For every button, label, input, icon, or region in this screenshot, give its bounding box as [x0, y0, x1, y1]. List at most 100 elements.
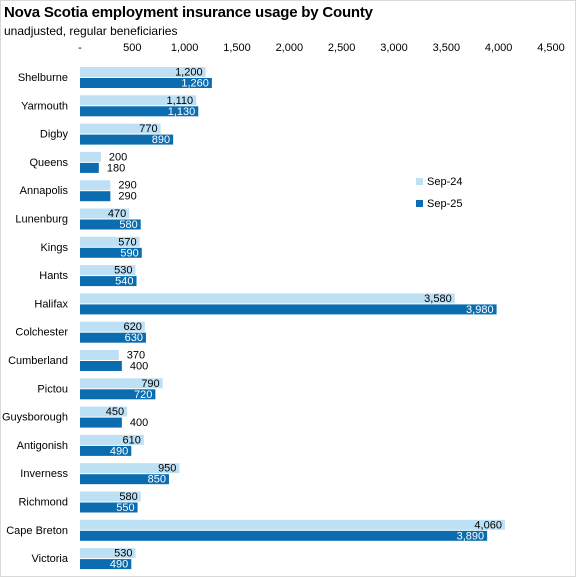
bar-sep-24: [80, 406, 128, 417]
data-label: 1,130: [168, 106, 196, 118]
bar-sep-25: [80, 247, 142, 258]
category-label: Pictou: [37, 383, 68, 395]
data-label: 470: [108, 208, 126, 220]
data-label: 3,890: [457, 530, 485, 542]
data-label: 530: [114, 548, 132, 560]
bars: [80, 67, 505, 570]
data-label: 720: [134, 389, 152, 401]
data-label: 850: [148, 474, 166, 486]
x-tick-label: 500: [123, 42, 141, 54]
bar-sep-25: [80, 78, 212, 88]
bar-sep-24: [80, 123, 161, 134]
category-label: Richmond: [18, 497, 68, 509]
bar-sep-25: [80, 276, 137, 287]
x-tick-label: 3,000: [380, 42, 408, 54]
category-label: Halifax: [34, 298, 68, 310]
category-label: Antigonish: [17, 440, 68, 452]
category-label: Colchester: [15, 327, 68, 339]
bar-sep-25: [80, 559, 132, 570]
data-label: 590: [120, 247, 138, 259]
category-label: Annapolis: [20, 185, 69, 197]
bar-sep-25: [80, 502, 138, 513]
category-label: Digby: [40, 129, 69, 141]
bar-sep-25: [80, 445, 132, 456]
bar-sep-25: [80, 417, 122, 428]
data-label: 770: [139, 123, 157, 135]
data-label: 620: [124, 321, 142, 333]
bar-sep-24: [80, 180, 111, 191]
legend: Sep-24 Sep-25: [416, 176, 462, 210]
data-label: 610: [122, 434, 140, 446]
category-label: Lunenburg: [15, 214, 68, 226]
legend-label: Sep-24: [427, 176, 462, 188]
data-label: 1,200: [175, 67, 203, 79]
data-label: 490: [110, 445, 128, 457]
x-tick-label: -: [78, 42, 82, 54]
bar-sep-25: [80, 219, 141, 230]
bar-sep-24: [80, 378, 163, 389]
data-label: 630: [125, 332, 143, 344]
bar-sep-24: [80, 434, 144, 445]
data-label: 3,580: [424, 293, 452, 305]
bar-sep-24: [80, 67, 206, 77]
x-tick-label: 3,500: [433, 42, 461, 54]
x-tick-label: 1,500: [223, 42, 251, 54]
bar-sep-25: [80, 474, 169, 485]
data-label: 950: [158, 463, 176, 475]
x-tick-label: 2,000: [276, 42, 304, 54]
bar-sep-25: [80, 162, 99, 173]
data-label: 1,110: [166, 95, 193, 107]
category-label: Victoria: [32, 553, 69, 565]
x-tick-label: 2,500: [328, 42, 356, 54]
bar-sep-24: [80, 293, 455, 304]
chart-title: Nova Scotia employment insurance usage b…: [4, 4, 373, 21]
data-label: 450: [106, 406, 124, 418]
bar-sep-24: [80, 236, 140, 247]
legend-swatch: [416, 178, 423, 185]
bar-sep-24: [80, 265, 136, 276]
bar-sep-25: [80, 389, 156, 400]
data-label: 570: [118, 236, 136, 248]
bar-sep-24: [80, 491, 141, 502]
category-label: Yarmouth: [21, 100, 68, 112]
category-label: Hants: [39, 270, 68, 282]
data-label: 580: [119, 491, 137, 503]
category-label: Cumberland: [8, 355, 68, 367]
data-label: 4,060: [474, 519, 502, 531]
data-label: 490: [110, 559, 128, 571]
x-tick-label: 1,000: [171, 42, 199, 54]
bar-sep-25: [80, 106, 199, 117]
bar-sep-25: [80, 134, 174, 145]
data-label: 890: [152, 134, 170, 146]
bar-sep-25: [80, 361, 122, 371]
data-label: 1,260: [181, 78, 209, 90]
data-label: 580: [119, 219, 137, 231]
category-labels: Shelburne Yarmouth Digby Queens Annapolis Lun…: [2, 72, 69, 565]
category-label: Cape Breton: [6, 525, 68, 537]
data-label: 550: [116, 502, 134, 514]
x-tick-label: 4,500: [537, 42, 565, 54]
bar-sep-24: [80, 548, 136, 559]
data-label: 790: [141, 378, 159, 390]
category-label: Shelburne: [18, 72, 68, 84]
bar-sep-24: [80, 519, 505, 530]
data-label: 200: [109, 151, 127, 163]
bar-sep-24: [80, 350, 119, 360]
category-label: Guysborough: [2, 412, 68, 424]
bar-sep-24: [80, 321, 145, 332]
bar-sep-24: [80, 208, 130, 219]
bar-sep-25: [80, 530, 488, 541]
bar-sep-25: [80, 332, 146, 343]
data-label: 540: [115, 276, 133, 288]
legend-label: Sep-25: [427, 198, 462, 210]
x-tick-label: 4,000: [485, 42, 513, 54]
bar-sep-25: [80, 191, 111, 202]
data-label: 3,980: [466, 304, 494, 316]
legend-swatch: [416, 200, 423, 207]
bar-sep-24: [80, 463, 180, 474]
bar-sep-25: [80, 304, 497, 315]
data-label: 290: [118, 180, 136, 192]
bar-sep-24: [80, 95, 197, 106]
